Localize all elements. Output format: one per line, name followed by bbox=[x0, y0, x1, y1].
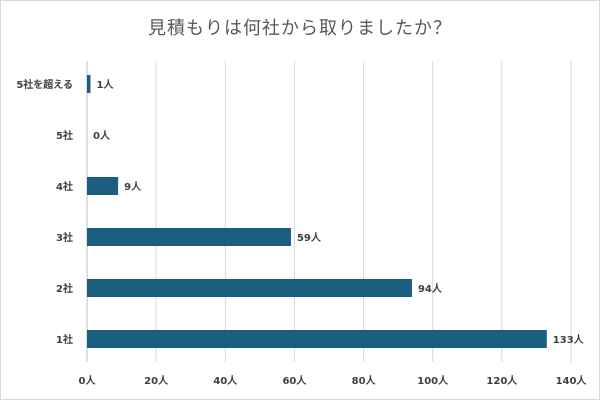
y-tick-label: 4社 bbox=[56, 180, 73, 193]
bar bbox=[87, 75, 91, 93]
y-tick-label: 1社 bbox=[56, 333, 73, 346]
bars bbox=[87, 75, 547, 348]
x-tick-label: 40人 bbox=[213, 374, 238, 387]
data-labels: 1人 0人 9人 59人 94人 133人 bbox=[93, 78, 585, 346]
x-tick-label: 0人 bbox=[79, 374, 97, 387]
grid-lines bbox=[86, 61, 572, 362]
bar bbox=[87, 330, 547, 348]
x-tick-label: 60人 bbox=[282, 374, 307, 387]
y-tick-label: 2社 bbox=[56, 282, 73, 295]
data-label: 59人 bbox=[297, 231, 322, 244]
x-tick-label: 20人 bbox=[144, 374, 169, 387]
chart-title: 見積もりは何社から取りましたか？ bbox=[148, 18, 452, 39]
data-label: 94人 bbox=[418, 282, 443, 295]
y-tick-label: 3社 bbox=[56, 231, 73, 244]
x-tick-label: 100人 bbox=[417, 374, 449, 387]
data-label: 133人 bbox=[553, 333, 585, 346]
data-label: 0人 bbox=[93, 129, 111, 142]
x-tick-label: 120人 bbox=[486, 374, 518, 387]
bar bbox=[87, 279, 412, 297]
bar bbox=[87, 228, 291, 246]
data-label: 1人 bbox=[96, 78, 114, 91]
x-tick-label: 80人 bbox=[352, 374, 377, 387]
data-label: 9人 bbox=[124, 180, 142, 193]
y-tick-label: 5社を超える bbox=[16, 78, 73, 91]
x-tick-label: 140人 bbox=[556, 374, 588, 387]
x-axis-labels: 0人 20人 40人 60人 80人 100人 120人 140人 bbox=[79, 374, 588, 387]
y-tick-label: 5社 bbox=[56, 129, 73, 142]
bar bbox=[87, 177, 119, 195]
y-axis-labels: 5社を超える 5社 4社 3社 2社 1社 bbox=[16, 78, 73, 346]
